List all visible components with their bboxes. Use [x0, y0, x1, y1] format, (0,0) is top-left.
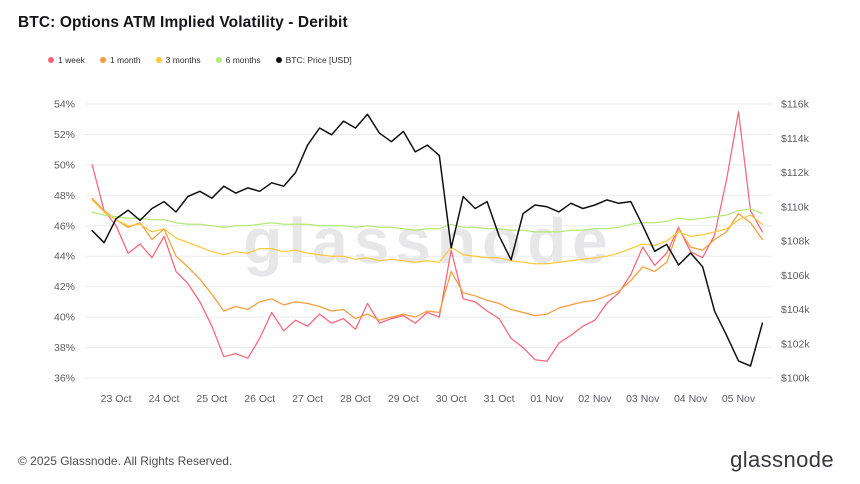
y-right-tick-label: $100k — [781, 373, 810, 385]
y-right-tick-label: $108k — [781, 236, 810, 248]
legend-label: 1 week — [58, 55, 85, 65]
x-tick-label: 31 Oct — [484, 393, 515, 405]
chart-legend: 1 week 1 month 3 months 6 months BTC: Price … — [48, 55, 352, 65]
legend-item-btc-price-usd[interactable]: BTC: Price [USD] — [275, 55, 352, 65]
x-tick-label: 24 Oct — [149, 393, 180, 405]
legend-item-1-week[interactable]: 1 week — [48, 55, 85, 65]
y-right-tick-label: $106k — [781, 270, 810, 282]
y-left-tick-label: 44% — [54, 251, 75, 263]
x-tick-label: 25 Oct — [196, 393, 227, 405]
y-left-tick-label: 48% — [54, 190, 75, 202]
series-line-1-week — [91, 110, 764, 362]
y-right-tick-label: $102k — [781, 338, 810, 350]
y-right-tick-label: $110k — [781, 201, 810, 213]
x-tick-label: 03 Nov — [626, 393, 660, 405]
legend-dot-icon — [215, 57, 222, 63]
watermark-text: glassnode — [243, 205, 614, 277]
chart-canvas[interactable]: 36% 38% 40% 42% 44% 46% 48% 50% 52% 54% $100k $102k… — [0, 88, 860, 420]
legend-label: 3 months — [165, 55, 201, 65]
y-left-tick-label: 52% — [54, 129, 75, 141]
legend-dot-icon — [275, 57, 282, 63]
legend-dot-icon — [155, 57, 162, 63]
glassnode-logo: glassnode — [730, 447, 834, 472]
footer-copyright: © 2025 Glassnode. All Rights Reserved. — [18, 454, 233, 468]
page-title: BTC: Options ATM Implied Volatility - De… — [18, 14, 348, 31]
legend-item-6-months[interactable]: 6 months — [215, 55, 261, 65]
legend-label: 6 months — [225, 55, 261, 65]
y-right-tick-label: $116k — [781, 99, 810, 111]
y-left-tick-label: 40% — [54, 312, 75, 324]
x-tick-label: 28 Oct — [340, 393, 371, 405]
legend-dot-icon — [99, 57, 106, 63]
legend-item-3-months[interactable]: 3 months — [155, 55, 201, 65]
series-line-6-months — [91, 208, 764, 233]
y-right-tick-label: $112k — [781, 167, 810, 179]
x-tick-label: 23 Oct — [101, 393, 132, 405]
x-tick-label: 26 Oct — [244, 393, 275, 405]
y-left-tick-label: 36% — [54, 373, 75, 385]
x-tick-label: 02 Nov — [578, 393, 612, 405]
y-left-tick-label: 38% — [54, 342, 75, 354]
legend-label: 1 month — [109, 55, 141, 65]
legend-label: BTC: Price [USD] — [285, 55, 352, 65]
x-tick-label: 01 Nov — [530, 393, 564, 405]
y-left-tick-label: 54% — [54, 99, 75, 111]
legend-item-1-month[interactable]: 1 month — [99, 55, 141, 65]
legend-dot-icon — [48, 57, 54, 63]
x-tick-label: 27 Oct — [292, 393, 323, 405]
y-left-tick-label: 46% — [54, 220, 75, 232]
series-line-1-month — [91, 197, 764, 321]
x-tick-label: 30 Oct — [436, 393, 467, 405]
series-line-btc-price-usd — [91, 113, 764, 367]
y-right-tick-label: $104k — [781, 304, 810, 316]
series-line-3-months — [91, 199, 764, 265]
y-left-tick-label: 50% — [54, 159, 75, 171]
x-tick-label: 05 Nov — [722, 393, 756, 405]
x-tick-label: 29 Oct — [388, 393, 419, 405]
x-tick-label: 04 Nov — [674, 393, 708, 405]
y-right-tick-label: $114k — [781, 133, 810, 145]
y-left-tick-label: 42% — [54, 281, 75, 293]
